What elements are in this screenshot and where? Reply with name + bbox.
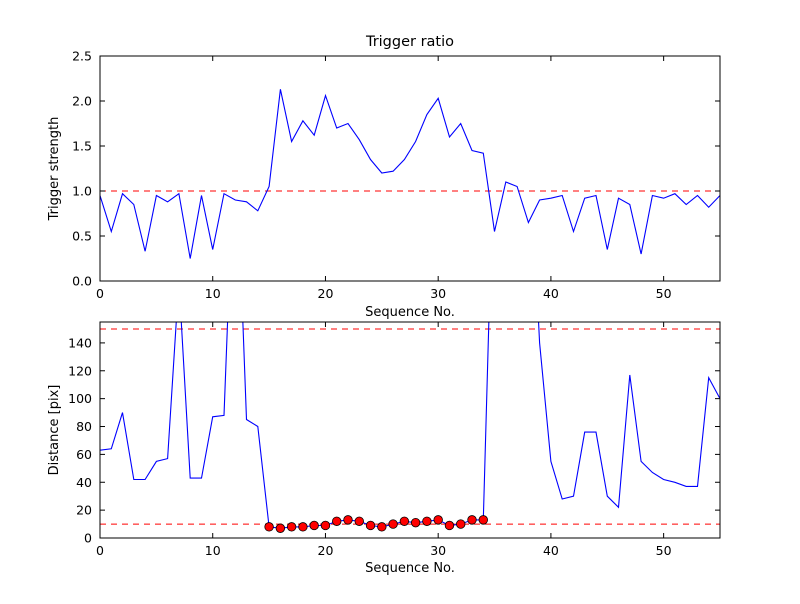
tracked-points-markers — [264, 515, 488, 533]
y-tick-label: 120 — [68, 363, 92, 378]
y-tick-label: 20 — [76, 503, 92, 518]
x-tick-label: 50 — [656, 543, 672, 558]
y-tick-label: 1.5 — [72, 139, 92, 154]
subplot-1: 0 10 20 30 40 50 0 20 40 60 80 100 120 140 Sequence No… — [47, 321, 721, 576]
y-tick-label: 2.0 — [72, 94, 92, 109]
y-tick-label: 1.0 — [72, 184, 92, 199]
x-tick-label: 50 — [656, 286, 672, 301]
x-tick-label: 30 — [430, 286, 446, 301]
trigger-strength-line — [100, 89, 720, 259]
y-tick-label: 0.5 — [72, 229, 92, 244]
y-tick-label: 2.5 — [72, 49, 92, 64]
x-axis-label: Sequence No. — [365, 305, 455, 320]
y-tick-label: 0 — [84, 531, 92, 546]
x-axis-label: Sequence No. — [365, 561, 455, 576]
x-tick-label: 10 — [205, 543, 221, 558]
y-tick-label: 40 — [76, 475, 92, 490]
x-tick-label: 10 — [205, 286, 221, 301]
y-tick-label: 140 — [68, 335, 92, 350]
x-tick-label: 30 — [430, 543, 446, 558]
chart-title: Trigger ratio — [365, 34, 454, 50]
x-tick-label: 40 — [543, 543, 559, 558]
y-axis-label: Distance [pix] — [47, 385, 62, 476]
x-tick-label: 20 — [318, 543, 334, 558]
distance-line — [100, 322, 720, 529]
x-tick-label: 0 — [96, 286, 104, 301]
x-tick-label: 40 — [543, 286, 559, 301]
axes-frame — [99, 321, 721, 539]
x-tick-label: 0 — [96, 543, 104, 558]
x-tick-label: 20 — [318, 286, 334, 301]
subplot-0: 0 10 20 30 40 50 0.0 0.5 1.0 1.5 2.0 2.5 Trigger rat… — [47, 34, 721, 320]
y-axis-label: Trigger strength — [47, 117, 62, 222]
y-tick-label: 0.0 — [72, 274, 92, 289]
y-tick-label: 60 — [76, 447, 92, 462]
axes-frame — [99, 55, 721, 282]
y-tick-label: 100 — [68, 391, 92, 406]
y-tick-label: 80 — [76, 419, 92, 434]
